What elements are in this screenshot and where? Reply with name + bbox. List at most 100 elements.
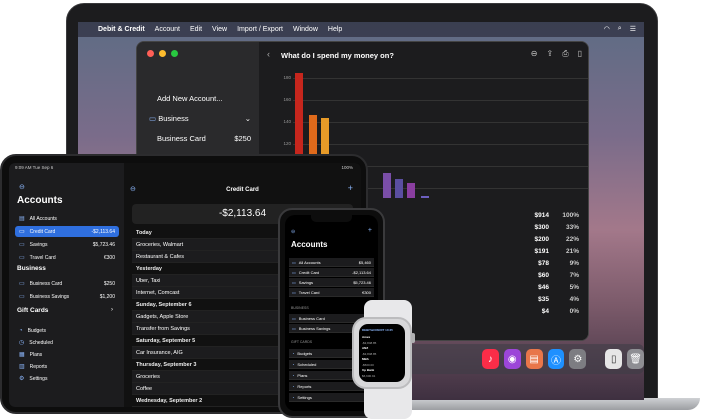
menu-account[interactable]: Account: [154, 26, 180, 33]
add-account-button[interactable]: Add New Account...: [157, 94, 259, 103]
control-center-icon[interactable]: ☰: [629, 26, 636, 33]
nav-row[interactable]: ⚙ Settings: [15, 373, 119, 384]
add-icon[interactable]: +: [367, 227, 372, 234]
nav-row[interactable]: ◔ Scheduled: [289, 360, 374, 369]
print-icon[interactable]: ⎙: [562, 49, 569, 58]
close-button[interactable]: [147, 50, 154, 57]
menu-edit[interactable]: Edit: [189, 26, 203, 33]
sidebar-row[interactable]: ▭ Travel Card €300: [15, 252, 119, 263]
section-gift-cards[interactable]: GIFT CARDS: [291, 340, 313, 344]
row-amount: $5,460: [358, 259, 371, 265]
nav-row[interactable]: ◷ Scheduled: [15, 337, 119, 348]
menu-app-name[interactable]: Debit & Credit: [98, 26, 145, 33]
search-icon[interactable]: ⌕: [617, 25, 622, 32]
add-icon[interactable]: +: [347, 183, 353, 193]
trash-icon[interactable]: 🗑: [627, 349, 644, 369]
document-icon[interactable]: ▯: [605, 349, 623, 369]
watch-row: Amex: [362, 335, 371, 339]
nav-row[interactable]: ◔ Settings: [289, 393, 374, 402]
chart-bar[interactable]: [295, 73, 303, 198]
table-row[interactable]: $60 7%: [409, 272, 579, 279]
account-icon: ▭: [292, 289, 296, 295]
table-row[interactable]: $200 22%: [409, 236, 579, 243]
table-row[interactable]: $300 33%: [409, 224, 579, 231]
nav-icon: ◔: [292, 361, 295, 367]
table-row[interactable]: $191 21%: [409, 248, 579, 255]
nav-row[interactable]: ▥ Reports: [15, 361, 119, 372]
minus-circle-icon[interactable]: ⊖: [530, 49, 538, 58]
watch-crown[interactable]: [411, 333, 415, 343]
more-icon[interactable]: ⊖: [19, 184, 25, 191]
app-store-icon[interactable]: Ⓐ: [547, 349, 565, 369]
nav-row[interactable]: ◔ Plans: [289, 371, 374, 380]
status-time: 9:09 AM Tue Sep 6: [15, 165, 54, 170]
row-amount: $35: [538, 296, 549, 303]
chart-bar[interactable]: [383, 173, 391, 198]
section-business[interactable]: Business: [17, 265, 46, 272]
row-label: Budgets: [27, 327, 46, 334]
zoom-button[interactable]: [171, 50, 178, 57]
table-row[interactable]: $35 4%: [409, 296, 579, 303]
menu-view[interactable]: View: [212, 26, 228, 33]
podcasts-app-icon[interactable]: ◉: [503, 349, 521, 369]
row-amount: €300: [362, 289, 371, 295]
music-app-icon[interactable]: ♪: [482, 349, 499, 369]
dock: ♪ ◉ ▤ Ⓐ ⚙ ▯ 🗑: [388, 344, 644, 374]
menu-window[interactable]: Window: [292, 26, 318, 33]
detail-title: Credit Card: [226, 187, 259, 193]
gridline: [293, 144, 588, 145]
nav-icon: ▥: [19, 364, 25, 370]
row-label: Business Savings: [29, 293, 70, 300]
menu-status-icons: ◠ ⌕ ☰: [604, 25, 636, 33]
sidebar-row[interactable]: ▭ Savings $5,723.46: [15, 239, 119, 250]
account-row[interactable]: ▭ Credit Card -$2,113.64: [289, 268, 374, 277]
row-percent: 7%: [569, 272, 579, 279]
system-preferences-icon[interactable]: ⚙: [569, 349, 587, 369]
more-icon[interactable]: ⊖: [291, 229, 296, 235]
row-percent: 22%: [565, 236, 579, 243]
books-app-icon[interactable]: ▤: [525, 349, 543, 369]
row-amount: $250: [103, 280, 115, 287]
account-row[interactable]: ▭ Travel Card €300: [289, 288, 374, 297]
table-row[interactable]: $46 5%: [409, 284, 579, 291]
sidebar-row[interactable]: ▭ Business Card $250: [15, 278, 119, 289]
sidebar-row[interactable]: ▭ Business Savings $1,200: [15, 291, 119, 302]
account-row[interactable]: ▭ All Accounts $5,460: [289, 258, 374, 267]
share-icon[interactable]: ⇪: [546, 49, 554, 58]
row-label: All Accounts: [29, 215, 57, 222]
nav-row[interactable]: ◔ Reports: [289, 382, 374, 391]
gridline: [293, 100, 588, 101]
apple-watch: DEBIT&CREDIT 10:35 Amex -$3,848.85 ANZ -$3,…: [352, 317, 412, 389]
table-row[interactable]: $4 0%: [409, 308, 579, 315]
nav-row[interactable]: ▦ Plans: [15, 349, 119, 360]
row-label: Business Card: [29, 280, 63, 287]
table-row[interactable]: $78 9%: [409, 260, 579, 267]
nav-icon: ⚙: [19, 376, 25, 382]
nav-row[interactable]: ◔ Budgets: [15, 325, 119, 336]
minimize-button[interactable]: [159, 50, 166, 57]
menu-import-export[interactable]: Import / Export: [237, 26, 283, 33]
nav-row[interactable]: ◔ Budgets: [289, 349, 374, 358]
chart-bar[interactable]: [421, 196, 429, 198]
accounts-title: Accounts: [17, 195, 63, 206]
chart-bar[interactable]: [395, 179, 403, 198]
sidebar-toggle-icon[interactable]: ⊖: [130, 186, 136, 193]
sidebar-row[interactable]: ▤ All Accounts: [15, 213, 119, 224]
chart-bar[interactable]: [407, 183, 415, 198]
row-amount: -$2,113.64: [352, 269, 371, 275]
sidebar-item-business-card[interactable]: Business Card $250: [157, 134, 251, 143]
account-row[interactable]: ▭ Savings $5,723.46: [289, 278, 374, 287]
section-business[interactable]: BUSINESS: [291, 306, 309, 310]
sidebar-toggle-icon[interactable]: ▯: [577, 49, 582, 58]
row-amount: $914: [534, 212, 549, 219]
wifi-icon[interactable]: ◠: [603, 26, 610, 33]
sidebar-section-business[interactable]: ▭ Business ⌄: [149, 114, 251, 123]
row-label: Savings: [29, 241, 48, 248]
account-icon: ▭: [19, 281, 25, 287]
section-gift-cards[interactable]: Gift Cards: [17, 307, 49, 314]
table-row[interactable]: $914 100%: [409, 212, 579, 219]
menu-help[interactable]: Help: [327, 26, 343, 33]
row-amount: €300: [103, 254, 115, 261]
back-icon[interactable]: ‹: [267, 49, 270, 59]
sidebar-row[interactable]: ▭ Credit Card -$2,113.64: [15, 226, 119, 237]
